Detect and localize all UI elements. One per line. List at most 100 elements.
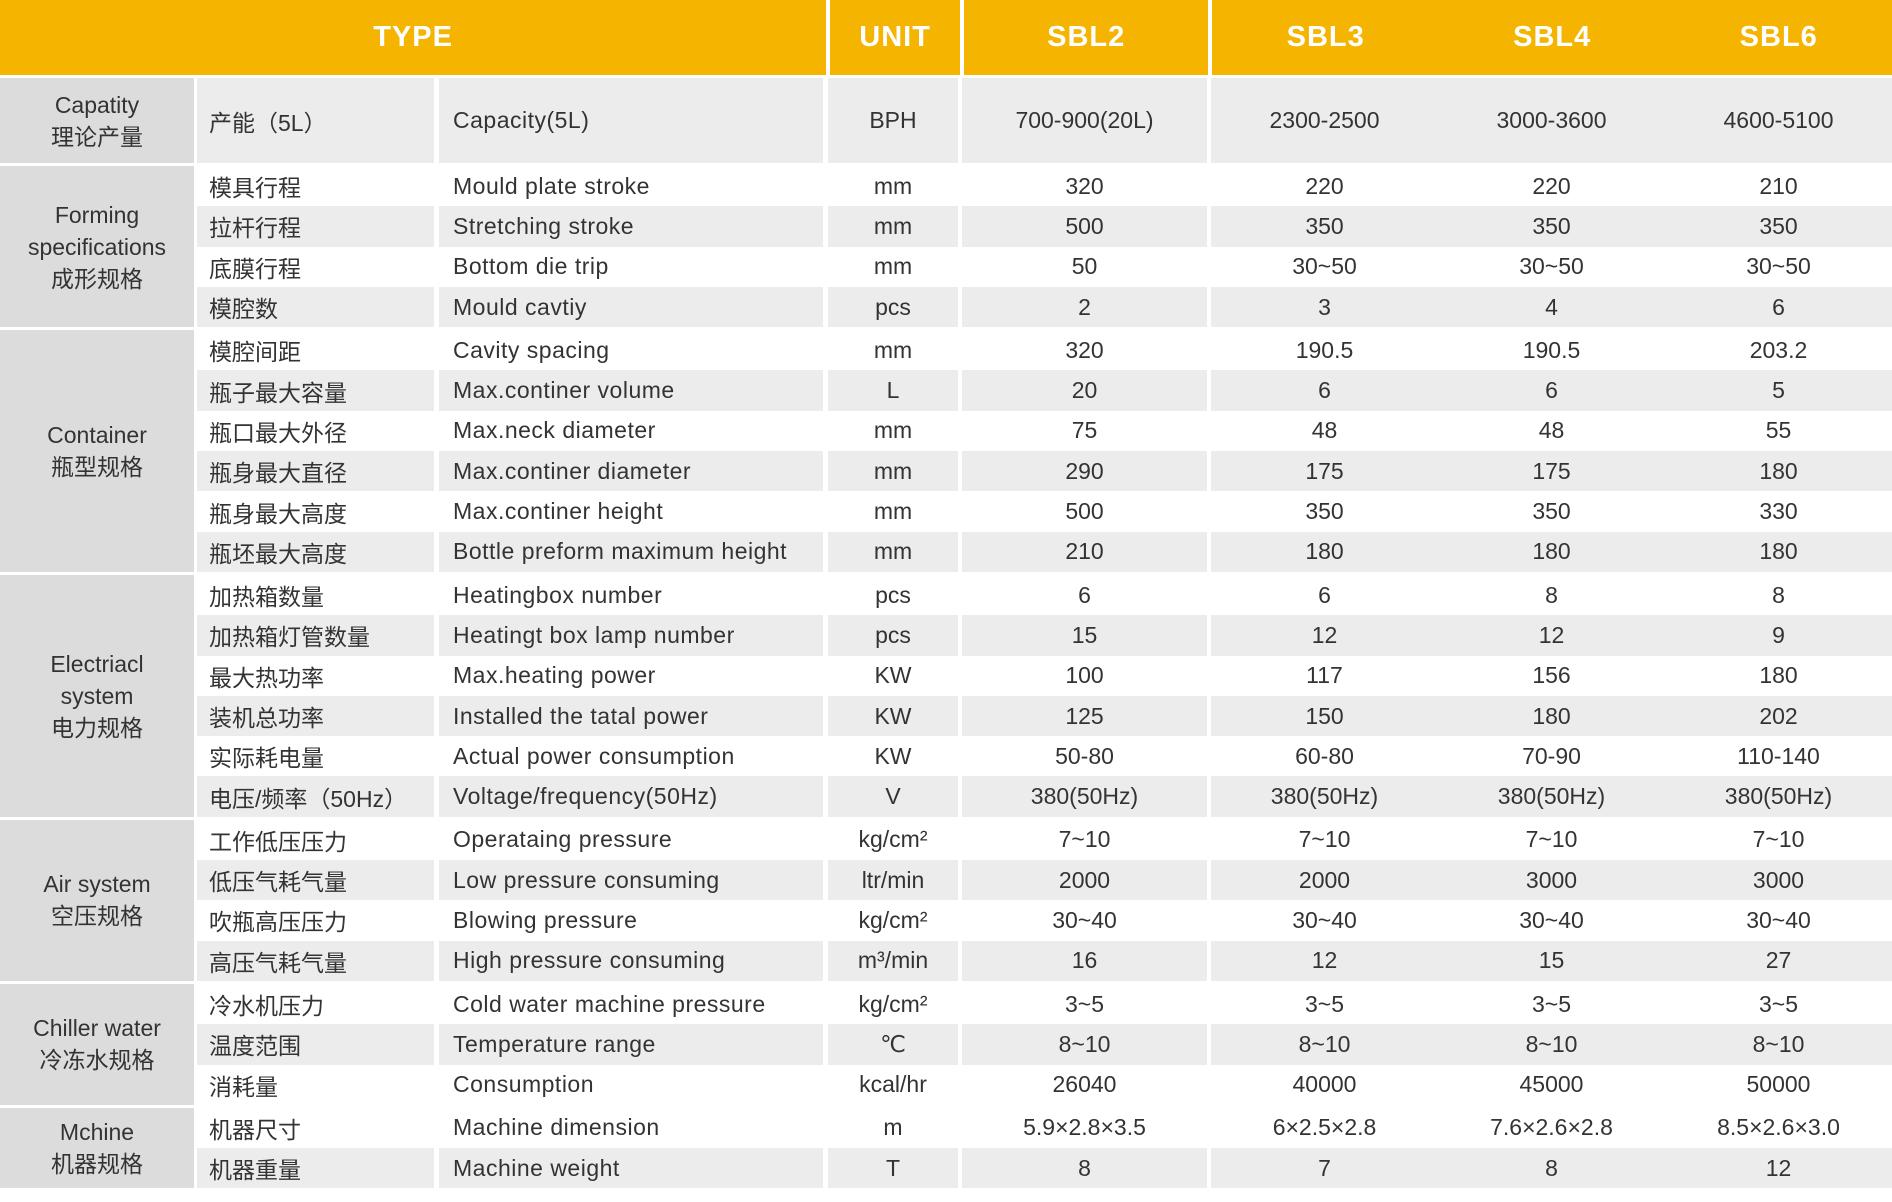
param-name-cn: 实际耗电量 — [197, 736, 439, 777]
param-name-cn: 吹瓶高压压力 — [197, 900, 439, 941]
table-row: 瓶口最大外径 Max.neck diameter mm 75 48 48 55 — [197, 410, 1892, 452]
value-sbl3: 30~40 — [1292, 906, 1357, 933]
value-sbl2: 380(50Hz) — [962, 776, 1211, 817]
value-sbl4: 3000 — [1525, 866, 1578, 893]
param-unit: m — [828, 1107, 962, 1149]
param-name-cn: 底膜行程 — [197, 246, 439, 287]
group-rows: 工作低压压力 Operataing pressure kg/cm² 7~10 7~10 7… — [197, 819, 1892, 981]
value-sbl3: 12 — [1311, 947, 1338, 974]
value-sbl6: 330 — [1759, 498, 1798, 525]
value-sbl6: 203.2 — [1749, 336, 1808, 363]
param-name-cn: 机器重量 — [197, 1148, 439, 1189]
value-sbl2: 26040 — [962, 1064, 1211, 1105]
value-sbl2: 6 — [962, 574, 1211, 616]
param-unit: pcs — [828, 574, 962, 616]
value-sbl2: 210 — [962, 531, 1211, 572]
value-sbl4: 220 — [1532, 172, 1571, 199]
value-sbl2: 16 — [962, 940, 1211, 981]
value-sbl6: 7~10 — [1752, 826, 1805, 853]
param-name-cn: 冷水机压力 — [197, 983, 439, 1025]
value-sbl6: 180 — [1759, 538, 1798, 565]
table-row: 模腔间距 Cavity spacing mm 320 190.5 190.5 203.2 — [197, 330, 1892, 371]
param-name-en: Bottom die trip — [439, 246, 828, 287]
value-sbl4: 48 — [1538, 417, 1565, 444]
value-sbl4: 8~10 — [1525, 1030, 1578, 1057]
value-sbl3: 3 — [1318, 293, 1331, 320]
value-sbl3: 220 — [1305, 172, 1344, 199]
param-name-cn: 瓶坯最大高度 — [197, 531, 439, 572]
value-sbl4: 180 — [1532, 538, 1571, 565]
param-name-cn: 装机总功率 — [197, 695, 439, 737]
param-name-cn: 高压气耗气量 — [197, 940, 439, 981]
table-row: 机器重量 Machine weight T 8 7 8 12 — [197, 1148, 1892, 1189]
value-sbl3: 60-80 — [1295, 742, 1354, 769]
param-name-cn: 消耗量 — [197, 1064, 439, 1105]
value-sbl6: 180 — [1759, 457, 1798, 484]
param-name-en: High pressure consuming — [439, 940, 828, 981]
param-unit: pcs — [828, 286, 962, 328]
param-name-en: Temperature range — [439, 1024, 828, 1065]
value-sbl2: 2 — [962, 286, 1211, 328]
table-row: 瓶子最大容量 Max.continer volume L 20 6 6 5 — [197, 370, 1892, 411]
param-unit: mm — [828, 246, 962, 287]
param-unit: m³/min — [828, 940, 962, 981]
param-name-cn: 瓶身最大高度 — [197, 491, 439, 532]
value-sbl6: 210 — [1759, 172, 1798, 199]
value-sbl6: 110-140 — [1737, 742, 1820, 769]
table-row: 拉杆行程 Stretching stroke mm 500 350 350 350 — [197, 206, 1892, 247]
value-sbl2: 2000 — [962, 860, 1211, 901]
value-sbl6: 8~10 — [1752, 1030, 1805, 1057]
value-sbl4: 190.5 — [1522, 336, 1581, 363]
value-sbl6: 202 — [1759, 702, 1798, 729]
value-sbl6: 8.5×2.6×3.0 — [1717, 1114, 1840, 1141]
value-sbl3: 2300-2500 — [1269, 107, 1380, 133]
value-sbl4: 30~50 — [1519, 253, 1584, 280]
param-name-cn: 工作低压压力 — [197, 819, 439, 861]
table-row: 实际耗电量 Actual power consumption KW 50-80 60-8… — [197, 736, 1892, 777]
value-sbl2: 20 — [962, 370, 1211, 411]
header-type: TYPE — [0, 0, 831, 75]
param-name-en: Bottle preform maximum height — [439, 531, 828, 572]
value-sbl3: 7~10 — [1298, 826, 1351, 853]
table-row: 瓶身最大高度 Max.continer height mm 500 350 350 330 — [197, 491, 1892, 532]
header-model-sbl6: SBL6 — [1739, 21, 1818, 53]
table-row: 底膜行程 Bottom die trip mm 50 30~50 30~50 30~50 — [197, 246, 1892, 287]
table-header: TYPE UNIT SBL2 SBL3 SBL4 SBL6 — [0, 0, 1892, 75]
param-name-en: Actual power consumption — [439, 736, 828, 777]
value-sbl4: 45000 — [1519, 1071, 1584, 1098]
value-sbl4: 70-90 — [1522, 742, 1581, 769]
table-row: 装机总功率 Installed the tatal power KW 125 150 18… — [197, 695, 1892, 737]
value-sbl3: 350 — [1305, 212, 1344, 239]
value-sbl2: 3~5 — [962, 983, 1211, 1025]
value-sbl4: 3~5 — [1531, 990, 1571, 1017]
param-unit: mm — [828, 166, 962, 207]
param-unit: pcs — [828, 615, 962, 656]
param-name-cn: 模腔数 — [197, 286, 439, 328]
table-row: 机器尺寸 Machine dimension m 5.9×2.8×3.5 6×2.5×2… — [197, 1107, 1892, 1149]
param-unit: ltr/min — [828, 860, 962, 901]
value-sbl4: 6 — [1545, 377, 1558, 404]
param-name-cn: 产能（5L） — [197, 78, 439, 163]
param-name-en: Max.continer diameter — [439, 451, 828, 492]
value-sbl6: 8 — [1772, 581, 1785, 608]
table-row: 低压气耗气量 Low pressure consuming ltr/min 2000 2… — [197, 860, 1892, 901]
param-unit: ℃ — [828, 1024, 962, 1065]
param-name-en: Cold water machine pressure — [439, 983, 828, 1025]
value-sbl4: 7~10 — [1525, 826, 1578, 853]
param-name-cn: 瓶子最大容量 — [197, 370, 439, 411]
value-sbl4: 7.6×2.6×2.8 — [1490, 1114, 1613, 1141]
value-sbl6: 30~50 — [1746, 253, 1811, 280]
group-rows: 产能（5L） Capacity(5L) BPH 700-900(20L) 2300-25… — [197, 78, 1892, 163]
param-unit: kg/cm² — [828, 819, 962, 861]
param-name-en: Low pressure consuming — [439, 860, 828, 901]
param-unit: mm — [828, 531, 962, 572]
spec-group: Capatity 理论产量 产能（5L） Capacity(5L) BPH 700-90… — [0, 78, 1892, 163]
param-unit: T — [828, 1148, 962, 1189]
param-name-cn: 瓶身最大直径 — [197, 451, 439, 492]
value-sbl3: 12 — [1311, 621, 1338, 648]
value-sbl4: 350 — [1532, 212, 1571, 239]
value-sbl2: 500 — [962, 491, 1211, 532]
value-sbl2: 500 — [962, 206, 1211, 247]
param-unit: BPH — [828, 78, 962, 163]
